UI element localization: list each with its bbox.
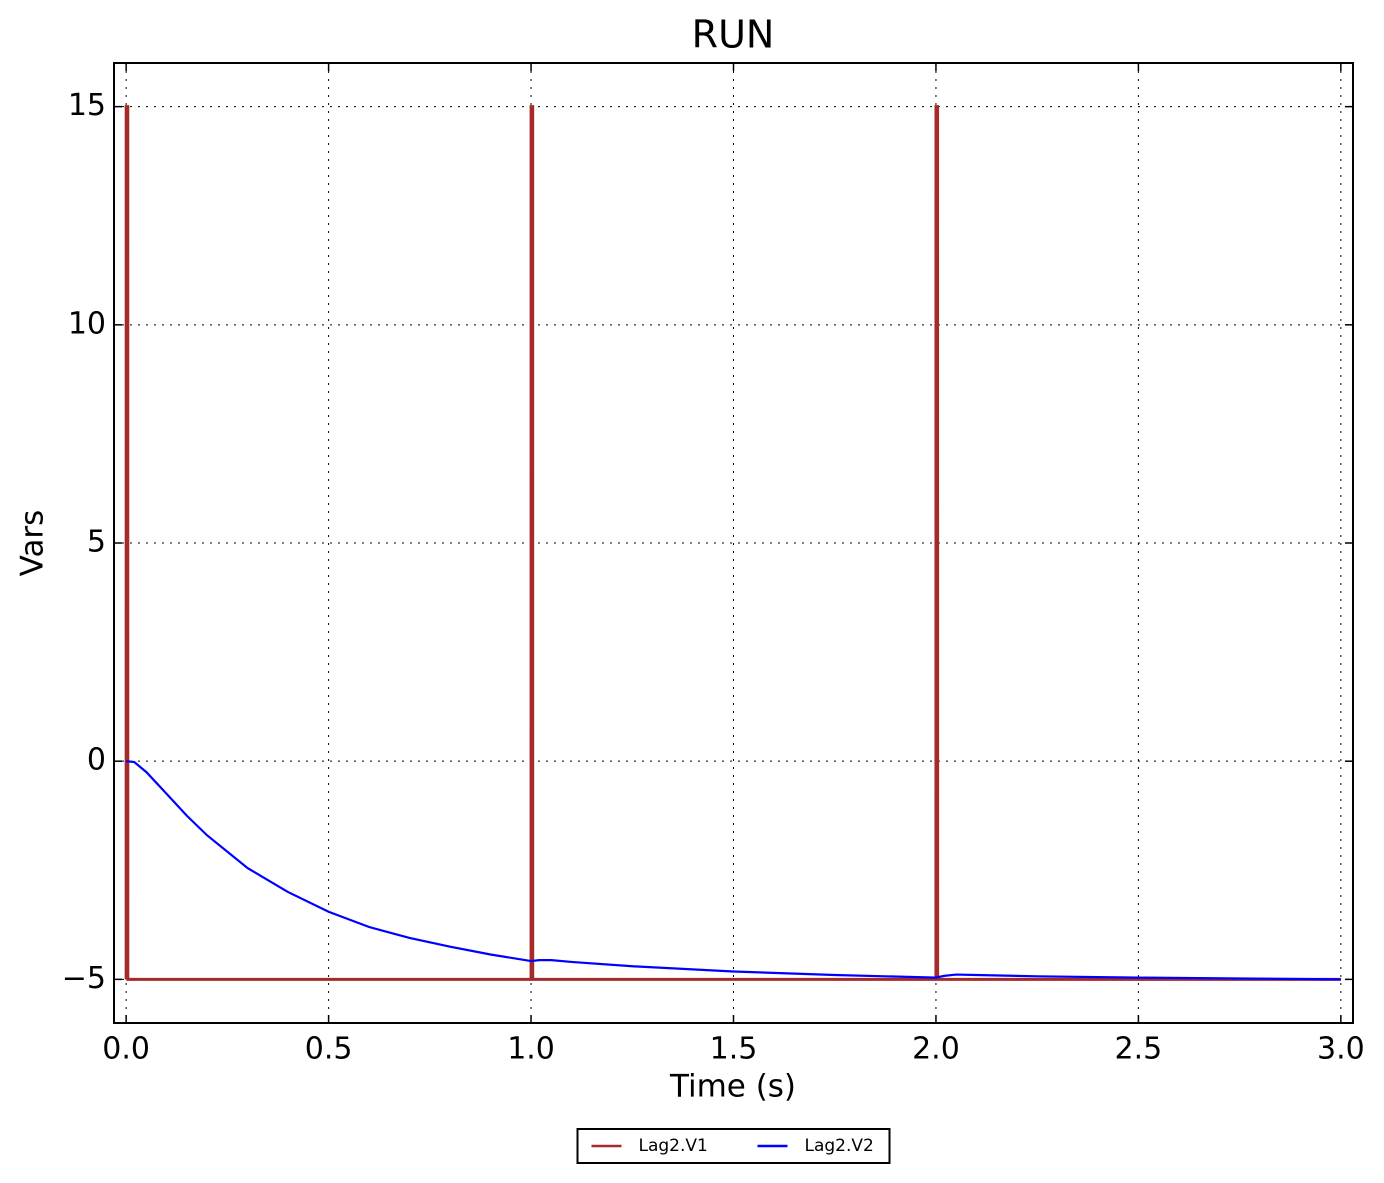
- legend-label: Lag2.V2: [805, 1136, 874, 1156]
- x-tick-label: 2.5: [1115, 1032, 1163, 1067]
- x-tick-label: 1.0: [507, 1032, 555, 1067]
- series-group: [124, 105, 1341, 981]
- y-tick-label: 0: [87, 743, 106, 778]
- y-axis-label: Vars: [15, 510, 51, 577]
- legend: Lag2.V1 Lag2.V2: [576, 1128, 891, 1164]
- x-tick-label: 2.0: [912, 1032, 960, 1067]
- legend-label: Lag2.V1: [639, 1136, 708, 1156]
- y-tick-label: 15: [68, 88, 106, 123]
- x-tick-label: 1.5: [710, 1032, 758, 1067]
- x-tick-label: 0.0: [102, 1032, 150, 1067]
- x-tick-label: 3.0: [1317, 1032, 1365, 1067]
- y-tick-label: 10: [68, 306, 106, 341]
- series-group: [126, 760, 1341, 981]
- chart-title: RUN: [692, 13, 775, 57]
- y-tick-label: 5: [87, 525, 106, 560]
- y-tick-label: −5: [62, 961, 106, 996]
- series-line: [126, 760, 1341, 981]
- plot-frame: [113, 62, 1354, 1024]
- legend-box: [576, 1128, 891, 1164]
- x-tick-label: 0.5: [305, 1032, 353, 1067]
- x-axis-label: Time (s): [669, 1069, 796, 1105]
- series-line: [124, 105, 1341, 981]
